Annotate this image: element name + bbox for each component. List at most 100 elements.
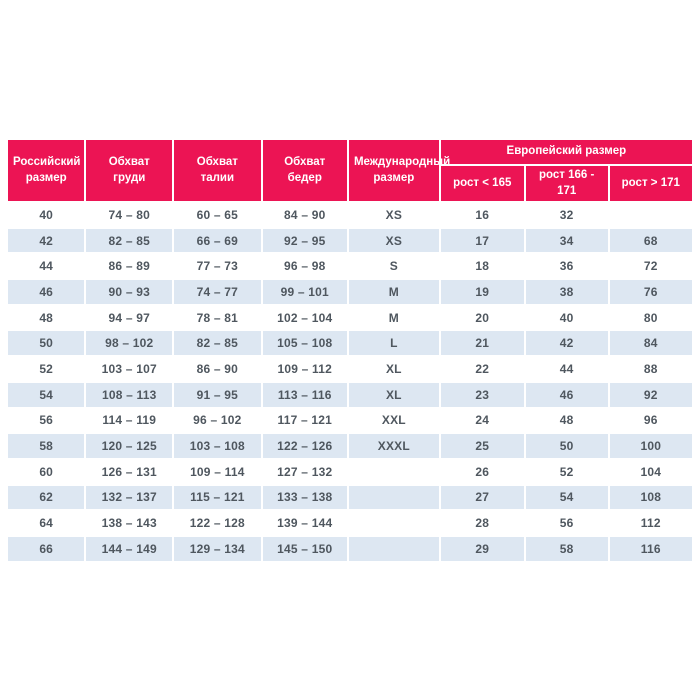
table-cell: 109 – 112 xyxy=(262,357,347,381)
header-international-size: Международный размер xyxy=(348,140,450,202)
table-cell: 92 xyxy=(609,382,692,407)
table-row: 62 132 – 137 115 – 121 133 – 138 27 54 108 xyxy=(8,485,692,510)
table-cell: 88 xyxy=(609,357,692,381)
table-cell: 129 – 134 xyxy=(174,536,261,561)
table-cell: 112 xyxy=(609,511,692,535)
table-row: 48 94 – 97 78 – 81 102 – 104 M 20 40 80 xyxy=(8,305,692,330)
size-chart-table: Российский размер Обхват груди Обхват та… xyxy=(6,138,694,563)
table-cell: 19 xyxy=(440,280,524,304)
table-cell: 56 xyxy=(8,408,85,433)
table-cell: 68 xyxy=(609,228,692,253)
table-cell: 100 xyxy=(609,434,692,458)
table-cell: 99 – 101 xyxy=(262,280,347,304)
table-cell: M xyxy=(348,305,439,330)
table-cell: 48 xyxy=(8,305,85,330)
table-cell: 98 – 102 xyxy=(86,331,173,356)
table-cell: 126 – 131 xyxy=(86,459,173,484)
table-cell: 108 – 113 xyxy=(86,382,173,407)
table-cell: 78 – 81 xyxy=(174,305,261,330)
table-cell: 50 xyxy=(8,331,85,356)
table-cell: 60 xyxy=(8,459,85,484)
table-cell: 122 – 128 xyxy=(174,511,261,535)
table-cell: 34 xyxy=(525,228,608,253)
table-cell: 48 xyxy=(525,408,608,433)
table-cell: 138 – 143 xyxy=(86,511,173,535)
header-hips: Обхват бедер xyxy=(262,140,347,202)
table-cell: 74 – 80 xyxy=(86,203,173,227)
table-cell: 104 xyxy=(609,459,692,484)
size-chart-header: Российский размер Обхват груди Обхват та… xyxy=(8,140,692,202)
table-cell: 50 xyxy=(525,434,608,458)
table-cell: 96 xyxy=(609,408,692,433)
header-chest: Обхват груди xyxy=(86,140,173,202)
table-cell: 86 – 90 xyxy=(174,357,261,381)
table-cell: 22 xyxy=(440,357,524,381)
table-cell: 96 – 102 xyxy=(174,408,261,433)
table-cell: 84 – 90 xyxy=(262,203,347,227)
table-cell: 40 xyxy=(8,203,85,227)
header-russian-size: Российский размер xyxy=(8,140,85,202)
table-row: 54 108 – 113 91 – 95 113 – 116 XL 23 46 92 xyxy=(8,382,692,407)
table-cell: 109 – 114 xyxy=(174,459,261,484)
table-cell: 26 xyxy=(440,459,524,484)
table-cell: 66 xyxy=(8,536,85,561)
table-row: 60 126 – 131 109 – 114 127 – 132 26 52 104 xyxy=(8,459,692,484)
table-cell: 108 xyxy=(609,485,692,510)
table-cell: 58 xyxy=(8,434,85,458)
header-waist: Обхват талии xyxy=(174,140,261,202)
table-cell: S xyxy=(348,254,439,279)
table-row: 56 114 – 119 96 – 102 117 – 121 XXL 24 48 96 xyxy=(8,408,692,433)
table-row: 40 74 – 80 60 – 65 84 – 90 XS 16 32 xyxy=(8,203,692,227)
table-cell: 42 xyxy=(8,228,85,253)
table-cell: 114 – 119 xyxy=(86,408,173,433)
table-cell: 17 xyxy=(440,228,524,253)
table-cell: 102 – 104 xyxy=(262,305,347,330)
table-cell xyxy=(348,485,439,510)
table-cell: 54 xyxy=(525,485,608,510)
table-row: 46 90 – 93 74 – 77 99 – 101 M 19 38 76 xyxy=(8,280,692,304)
header-european-size-group: Европейский размер xyxy=(440,140,692,164)
table-cell: 46 xyxy=(525,382,608,407)
size-chart-body: 40 74 – 80 60 – 65 84 – 90 XS 16 32 42 82 – 85 66… xyxy=(8,203,692,561)
table-cell: XL xyxy=(348,382,439,407)
table-cell: 117 – 121 xyxy=(262,408,347,433)
table-cell: 103 – 107 xyxy=(86,357,173,381)
table-row: 66 144 – 149 129 – 134 145 – 150 29 58 116 xyxy=(8,536,692,561)
table-cell: 96 – 98 xyxy=(262,254,347,279)
table-cell: 24 xyxy=(440,408,524,433)
table-cell: 25 xyxy=(440,434,524,458)
table-cell: 66 – 69 xyxy=(174,228,261,253)
table-cell: 80 xyxy=(609,305,692,330)
header-height-under-165: рост < 165 xyxy=(440,166,524,202)
table-cell: 82 – 85 xyxy=(174,331,261,356)
header-row-sub: рост < 165 рост 166 - 171 рост > 171 xyxy=(8,166,692,202)
table-cell: 91 – 95 xyxy=(174,382,261,407)
table-cell: 77 – 73 xyxy=(174,254,261,279)
table-cell: XL xyxy=(348,357,439,381)
table-cell: 40 xyxy=(525,305,608,330)
table-cell: 144 – 149 xyxy=(86,536,173,561)
table-cell: 38 xyxy=(525,280,608,304)
table-cell: M xyxy=(348,280,439,304)
table-row: 58 120 – 125 103 – 108 122 – 126 XXXL 25 50 100 xyxy=(8,434,692,458)
table-row: 42 82 – 85 66 – 69 92 – 95 XS 17 34 68 xyxy=(8,228,692,253)
table-cell: 54 xyxy=(8,382,85,407)
table-row: 52 103 – 107 86 – 90 109 – 112 XL 22 44 88 xyxy=(8,357,692,381)
table-cell: 44 xyxy=(525,357,608,381)
header-height-166-171: рост 166 - 171 xyxy=(525,166,608,202)
table-cell: 86 – 89 xyxy=(86,254,173,279)
table-cell: 27 xyxy=(440,485,524,510)
table-cell: 74 – 77 xyxy=(174,280,261,304)
table-cell: 60 – 65 xyxy=(174,203,261,227)
table-cell: 145 – 150 xyxy=(262,536,347,561)
table-cell: 18 xyxy=(440,254,524,279)
table-cell: XXL xyxy=(348,408,439,433)
table-cell: 52 xyxy=(525,459,608,484)
table-cell: 90 – 93 xyxy=(86,280,173,304)
table-cell: 16 xyxy=(440,203,524,227)
header-row-main: Российский размер Обхват груди Обхват та… xyxy=(8,140,692,202)
table-cell: 28 xyxy=(440,511,524,535)
table-cell: 72 xyxy=(609,254,692,279)
table-cell: 113 – 116 xyxy=(262,382,347,407)
